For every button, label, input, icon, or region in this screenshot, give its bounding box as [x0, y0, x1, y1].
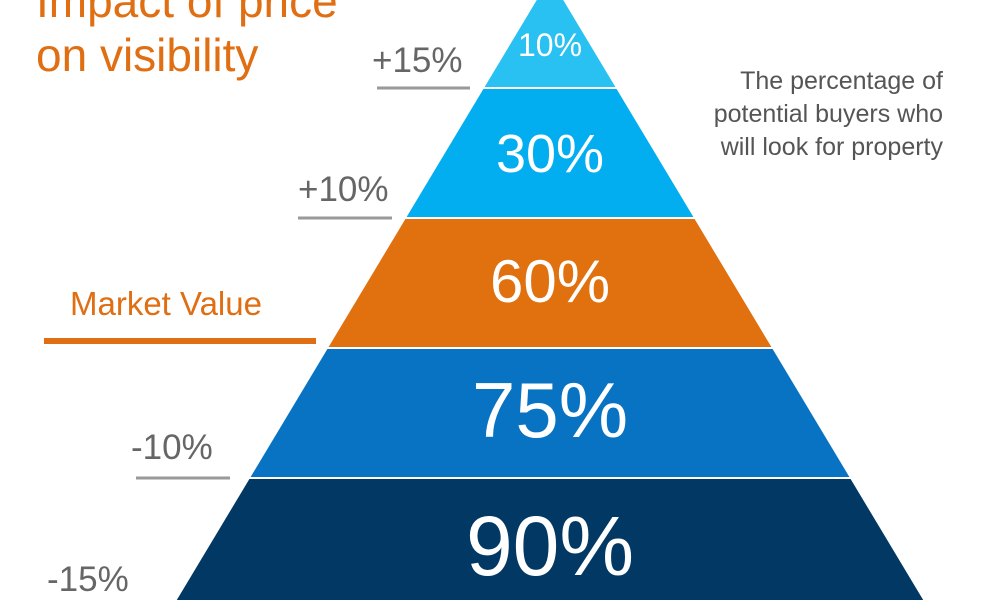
pyramid-tier-label-75: 75%	[472, 366, 628, 454]
pyramid-tier-90	[176, 479, 924, 600]
caption-line-3: will look for property	[720, 133, 943, 161]
caption-line-1: The percentage of	[740, 67, 943, 95]
pyramid-tier-label-60: 60%	[490, 248, 610, 315]
title-line-1: Impact of price	[36, 0, 338, 27]
price-label-plus-15: +15%	[372, 41, 463, 80]
market-value-label: Market Value	[70, 285, 262, 322]
price-label-minus-10: -10%	[131, 428, 213, 467]
caption-line-2: potential buyers who	[713, 100, 943, 128]
price-label-plus-10: +10%	[298, 170, 389, 209]
pyramid-tier-label-10: 10%	[518, 27, 582, 63]
pyramid-tier-75	[250, 349, 850, 477]
pyramid-tier-10	[484, 0, 616, 87]
pyramid-tier-30	[406, 89, 694, 217]
pyramid-caption: The percentage of potential buyers who w…	[603, 65, 943, 164]
pyramid-tier-label-30: 30%	[496, 124, 604, 184]
pyramid-tier-label-90: 90%	[466, 499, 634, 593]
title-line-2: on visibility	[36, 29, 259, 81]
price-label-minus-15: -15%	[47, 560, 129, 599]
pyramid-tier-60	[328, 219, 772, 347]
